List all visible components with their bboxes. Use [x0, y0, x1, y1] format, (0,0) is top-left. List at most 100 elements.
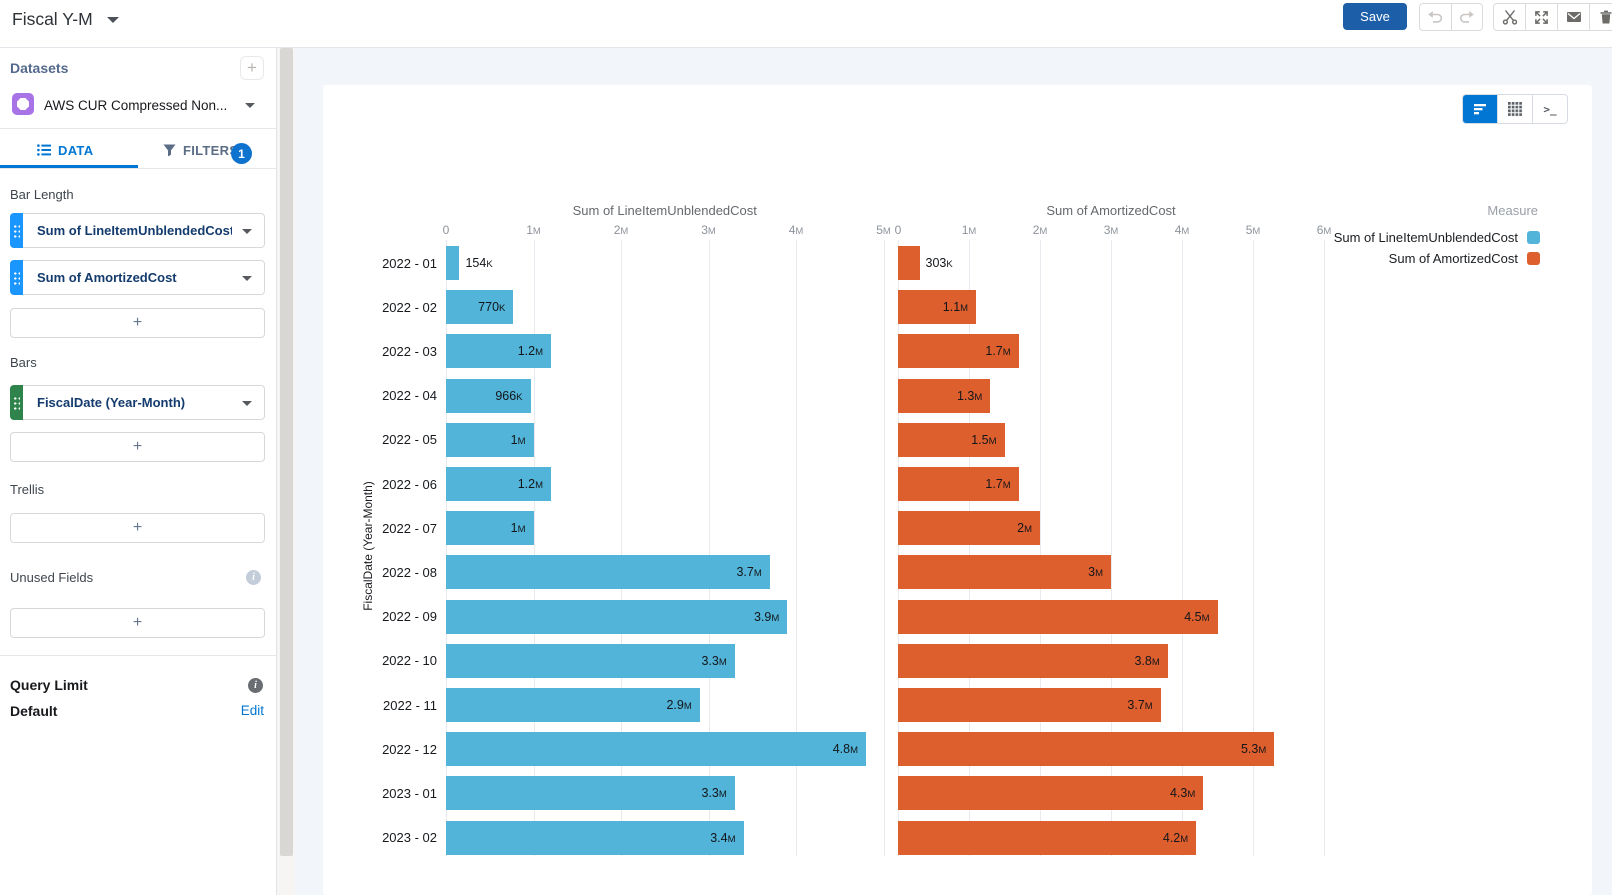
bar-value-label: 3M: [1088, 565, 1103, 580]
add-trellis-field-button[interactable]: +: [10, 513, 265, 543]
chart-mode-button[interactable]: [1463, 95, 1497, 123]
bar[interactable]: [446, 555, 770, 590]
tab-data[interactable]: DATA: [37, 135, 93, 165]
info-icon[interactable]: i: [246, 570, 261, 585]
bar-value-label: 5.3M: [1240, 742, 1267, 757]
save-button[interactable]: Save: [1343, 3, 1407, 30]
bar[interactable]: [898, 820, 1197, 855]
bar[interactable]: [898, 599, 1218, 634]
edit-query-limit-link[interactable]: Edit: [240, 703, 264, 718]
category-label: 2023 - 01: [382, 785, 437, 801]
top-toolbar: Fiscal Y-M Save: [0, 0, 1612, 48]
chevron-down-icon[interactable]: [245, 103, 255, 108]
add-unused-field-button[interactable]: +: [10, 608, 265, 638]
bar[interactable]: [446, 467, 551, 501]
redo-icon[interactable]: [1450, 4, 1483, 30]
drag-handle-icon[interactable]: [10, 260, 23, 295]
axis-tick-label: 4M: [788, 223, 804, 237]
bar-value-label: 4.5M: [1184, 609, 1210, 624]
bar[interactable]: [446, 599, 788, 634]
add-bar-length-field-button[interactable]: +: [10, 308, 265, 338]
query-mode-button[interactable]: >_: [1532, 95, 1567, 123]
bar-value-label: 154K: [465, 256, 493, 270]
bar-value-label: 3.9M: [753, 609, 780, 624]
bar[interactable]: [446, 776, 735, 811]
bar[interactable]: [898, 467, 1019, 501]
gridline: [898, 240, 899, 856]
bar-value-label: 3.3M: [701, 786, 727, 801]
bar[interactable]: [446, 643, 735, 678]
chevron-down-icon[interactable]: [242, 229, 252, 234]
field-pill-label: Sum of LineItemUnblendedCost: [37, 223, 232, 238]
axis-tick-label: 3M: [701, 223, 716, 237]
legend-entry[interactable]: Sum of AmortizedCost: [1389, 250, 1540, 267]
bar[interactable]: [898, 246, 920, 280]
bar-value-label: 4.8M: [832, 742, 858, 757]
field-pill-lineitemunblendedcost[interactable]: Sum of LineItemUnblendedCost: [10, 213, 265, 248]
bar[interactable]: [898, 422, 1005, 457]
chart-card: >_ FiscalDate (Year-Month) Measure Sum o…: [323, 85, 1592, 895]
divider: [0, 128, 277, 129]
bar[interactable]: [898, 290, 977, 325]
drag-handle-icon[interactable]: [10, 385, 23, 420]
table-mode-button[interactable]: [1497, 95, 1532, 123]
trellis-label: Trellis: [10, 482, 45, 497]
scrollbar-thumb[interactable]: [280, 48, 293, 856]
bar[interactable]: [446, 422, 534, 457]
bar[interactable]: [446, 334, 551, 369]
bar-value-label: 2.9M: [666, 698, 692, 712]
tab-filters[interactable]: FILTERS: [163, 135, 238, 165]
measure-axis-title: Sum of LineItemUnblendedCost: [572, 203, 757, 218]
legend-swatch: [1527, 231, 1540, 244]
bar[interactable]: [898, 776, 1204, 811]
gridline: [446, 240, 447, 856]
bar[interactable]: [446, 246, 460, 280]
legend-entry[interactable]: Sum of LineItemUnblendedCost: [1334, 229, 1540, 246]
divider: [0, 655, 277, 656]
bar[interactable]: [898, 378, 991, 413]
category-label: 2022 - 03: [382, 343, 437, 359]
axis-tick-label: 5M: [1245, 223, 1261, 237]
bar[interactable]: [446, 290, 514, 325]
info-icon[interactable]: i: [248, 678, 263, 693]
tab-data-label: DATA: [58, 142, 94, 158]
bar[interactable]: [446, 688, 700, 722]
drag-handle-icon[interactable]: [10, 213, 23, 248]
add-bars-field-button[interactable]: +: [10, 432, 265, 462]
gridline: [796, 240, 797, 856]
bar[interactable]: [898, 334, 1019, 369]
axis-tick-label: 0: [442, 223, 450, 237]
query-limit-value: Default: [10, 703, 58, 719]
bar[interactable]: [446, 378, 531, 413]
undo-icon[interactable]: [1420, 4, 1451, 30]
dataset-name[interactable]: AWS CUR Compressed Non...: [44, 98, 228, 113]
axis-tick-label: 2M: [613, 223, 629, 237]
clip-icon[interactable]: [1494, 4, 1525, 30]
bar[interactable]: [446, 820, 744, 855]
bar[interactable]: [446, 732, 866, 767]
axis-tick-label: 0: [894, 223, 902, 237]
bar[interactable]: [898, 555, 1111, 590]
field-pill-fiscaldate[interactable]: FiscalDate (Year-Month): [10, 385, 265, 420]
delete-icon[interactable]: [1589, 4, 1612, 30]
chevron-down-icon[interactable]: [107, 17, 119, 23]
axis-tick-label: 4M: [1174, 223, 1190, 237]
add-dataset-button[interactable]: +: [240, 56, 264, 80]
bar[interactable]: [898, 688, 1161, 722]
unused-fields-label: Unused Fields: [10, 570, 94, 585]
category-label: 2022 - 05: [382, 432, 437, 448]
bar[interactable]: [898, 511, 1040, 546]
dataset-icon: [12, 93, 34, 115]
field-pill-amortizedcost[interactable]: Sum of AmortizedCost: [10, 260, 265, 295]
bar[interactable]: [898, 732, 1275, 767]
chevron-down-icon[interactable]: [242, 276, 252, 281]
bar[interactable]: [446, 511, 534, 546]
field-pill-label: FiscalDate (Year-Month): [37, 395, 186, 410]
expand-icon[interactable]: [1525, 4, 1557, 30]
legend-label: Sum of LineItemUnblendedCost: [1333, 230, 1518, 245]
email-icon[interactable]: [1557, 4, 1589, 30]
bar-value-label: 1M: [510, 432, 526, 447]
bar[interactable]: [898, 643, 1168, 678]
chevron-down-icon[interactable]: [242, 401, 252, 406]
